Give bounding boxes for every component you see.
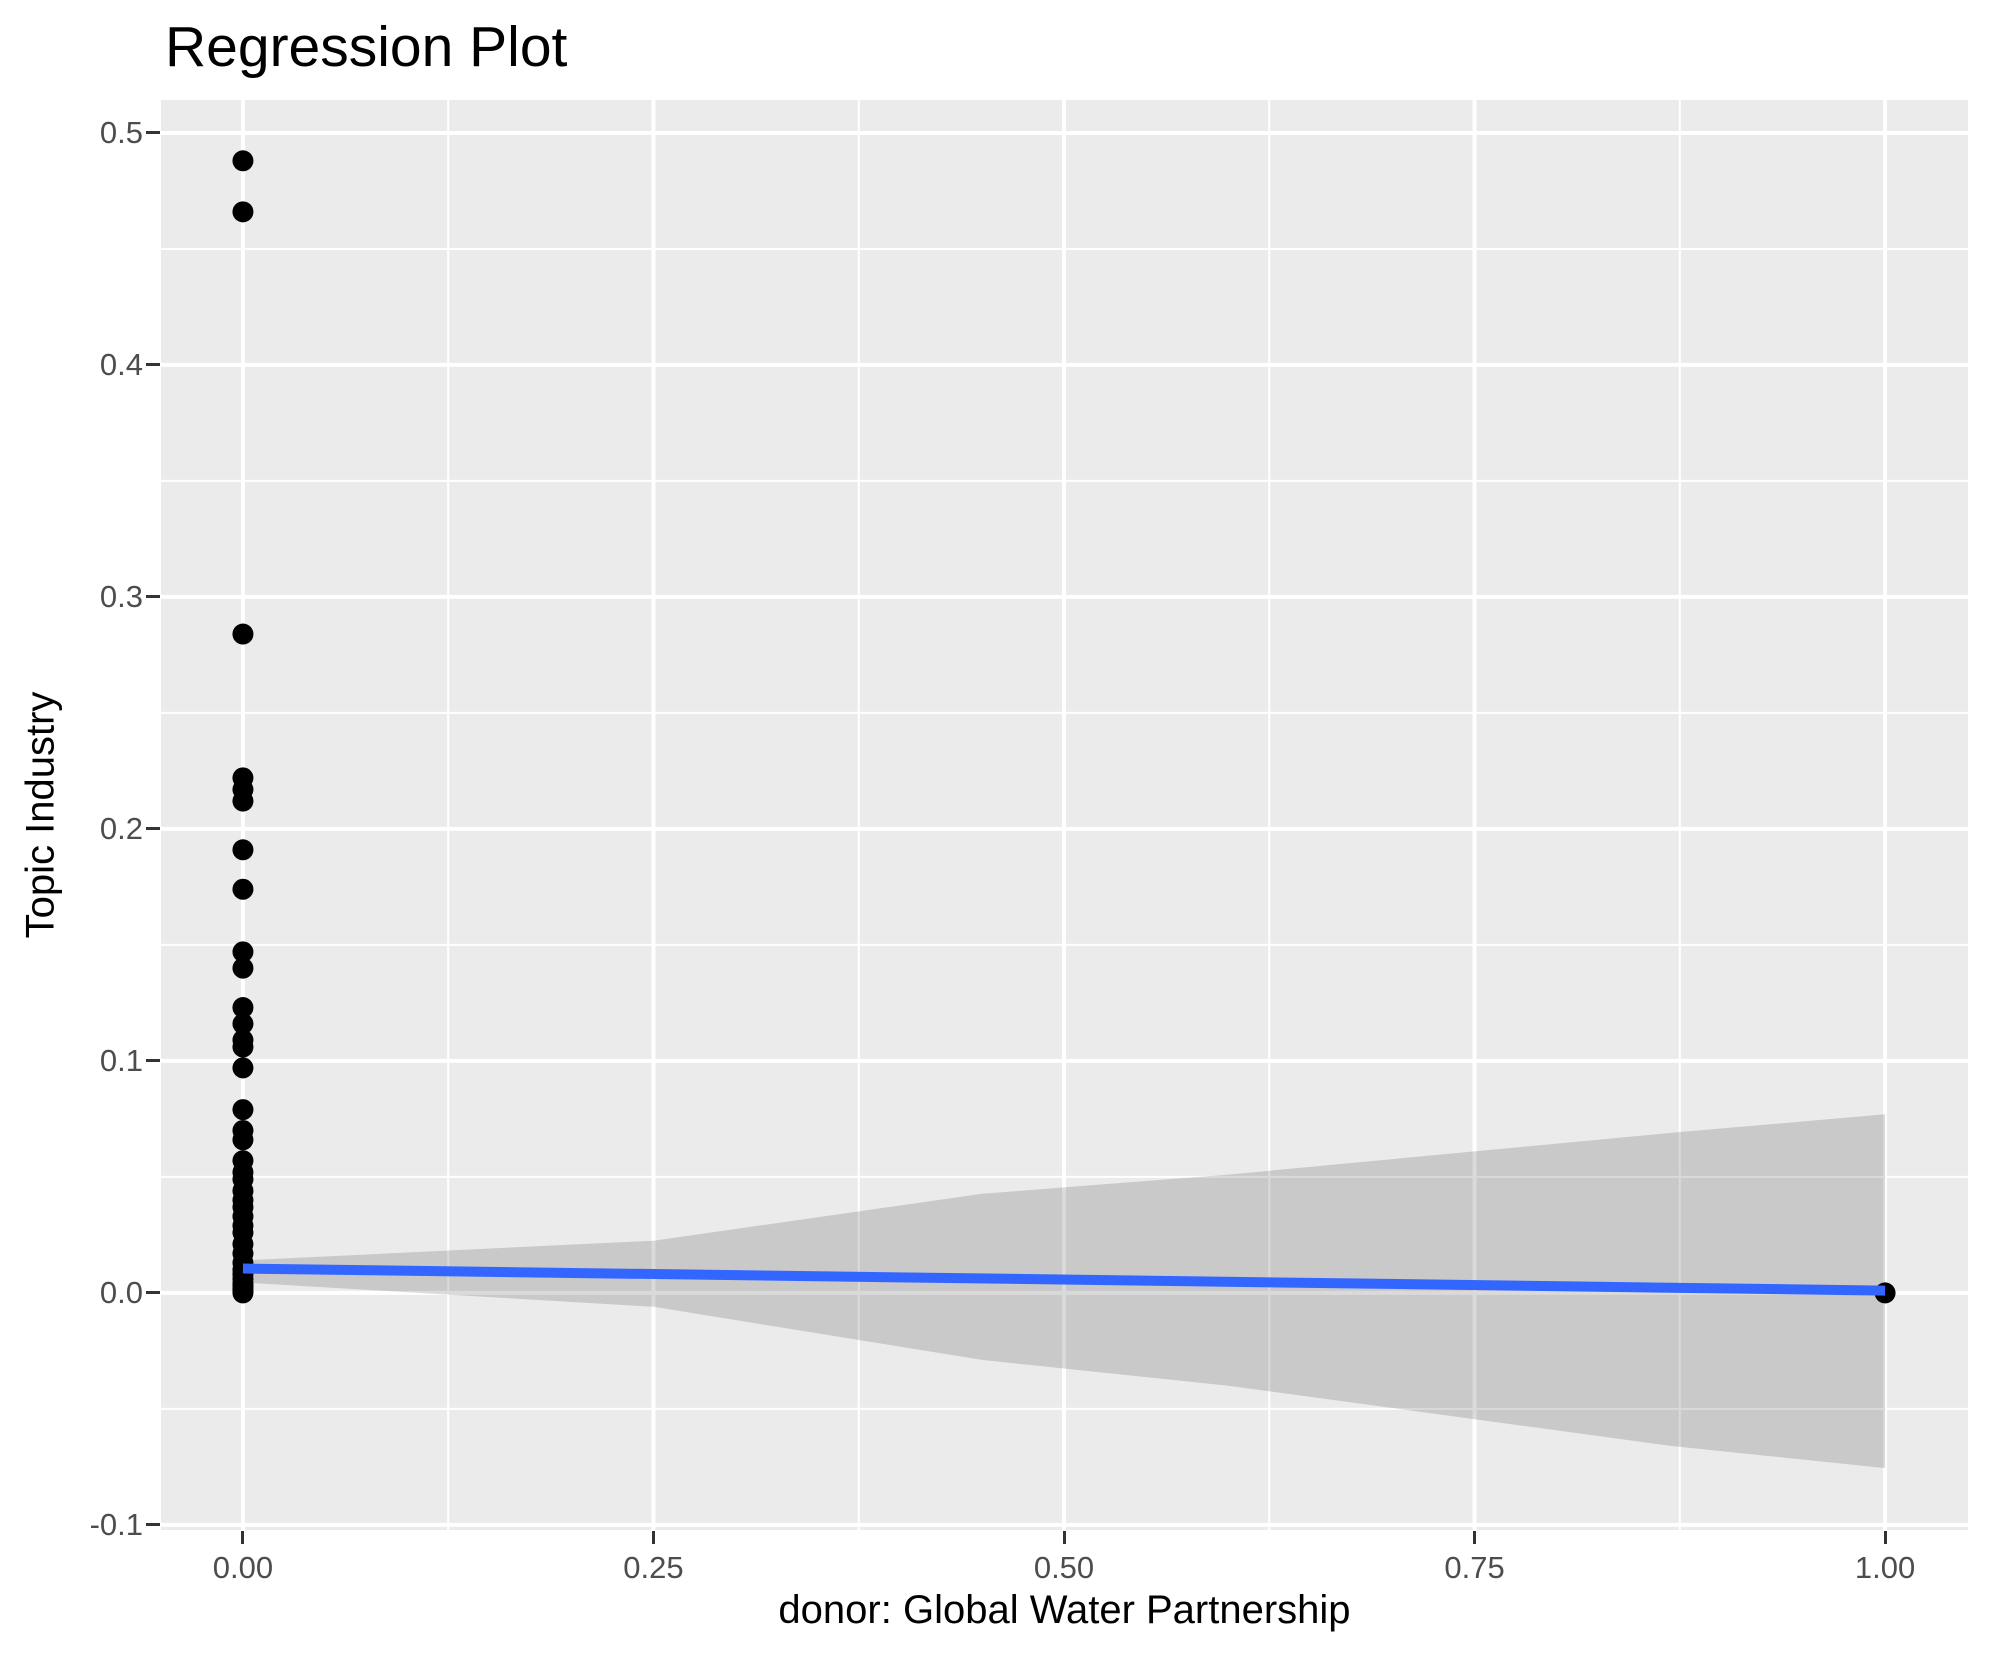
data-point: [232, 790, 254, 812]
data-point: [232, 201, 254, 223]
data-point: [232, 150, 254, 172]
y-tick-mark: [146, 131, 160, 135]
plot-title: Regression Plot: [165, 15, 568, 79]
data-point: [232, 1099, 254, 1121]
y-tick-label: 0.1: [99, 1042, 143, 1078]
y-tick-mark: [146, 1291, 160, 1295]
x-axis-title: donor: Global Water Partnership: [778, 1588, 1351, 1632]
x-tick-label: 0.25: [623, 1550, 684, 1585]
y-axis-title: Topic Industry: [18, 691, 63, 939]
x-tick-mark: [1062, 1531, 1066, 1544]
data-point: [232, 1282, 254, 1304]
confidence-band: [242, 1114, 1886, 1469]
y-tick-label: 0.3: [99, 578, 143, 614]
y-tick-mark: [146, 1523, 160, 1527]
y-tick-label: -0.1: [89, 1506, 143, 1542]
data-point: [232, 623, 254, 645]
plot-canvas: [161, 100, 1968, 1530]
y-tick-mark: [146, 1059, 160, 1063]
y-tick-mark: [146, 827, 160, 831]
data-point: [232, 1013, 254, 1035]
y-tick-mark: [146, 595, 160, 599]
y-tick-label: 0.4: [99, 346, 143, 382]
x-tick-mark: [651, 1531, 655, 1544]
regression-line: [242, 1263, 1886, 1296]
data-point: [232, 957, 254, 979]
data-point: [232, 941, 254, 963]
y-tick-label: 0.0: [99, 1274, 143, 1310]
data-point: [232, 1036, 254, 1058]
data-point: [232, 839, 254, 861]
x-tick-label: 0.75: [1444, 1550, 1505, 1585]
x-tick-mark: [241, 1531, 245, 1544]
data-point: [232, 878, 254, 900]
x-tick-label: 0.50: [1033, 1550, 1095, 1585]
data-point: [232, 1129, 254, 1151]
y-tick-mark: [146, 363, 160, 367]
x-tick-mark: [1883, 1531, 1887, 1544]
x-tick-label: 1.00: [1854, 1550, 1916, 1585]
y-tick-label: 0.2: [99, 810, 143, 846]
x-tick-mark: [1473, 1531, 1477, 1544]
y-tick-label: 0.5: [99, 114, 143, 150]
data-point: [232, 997, 254, 1019]
data-point: [232, 1057, 254, 1079]
plot-panel: [161, 100, 1968, 1530]
x-tick-label: 0.00: [212, 1550, 274, 1585]
